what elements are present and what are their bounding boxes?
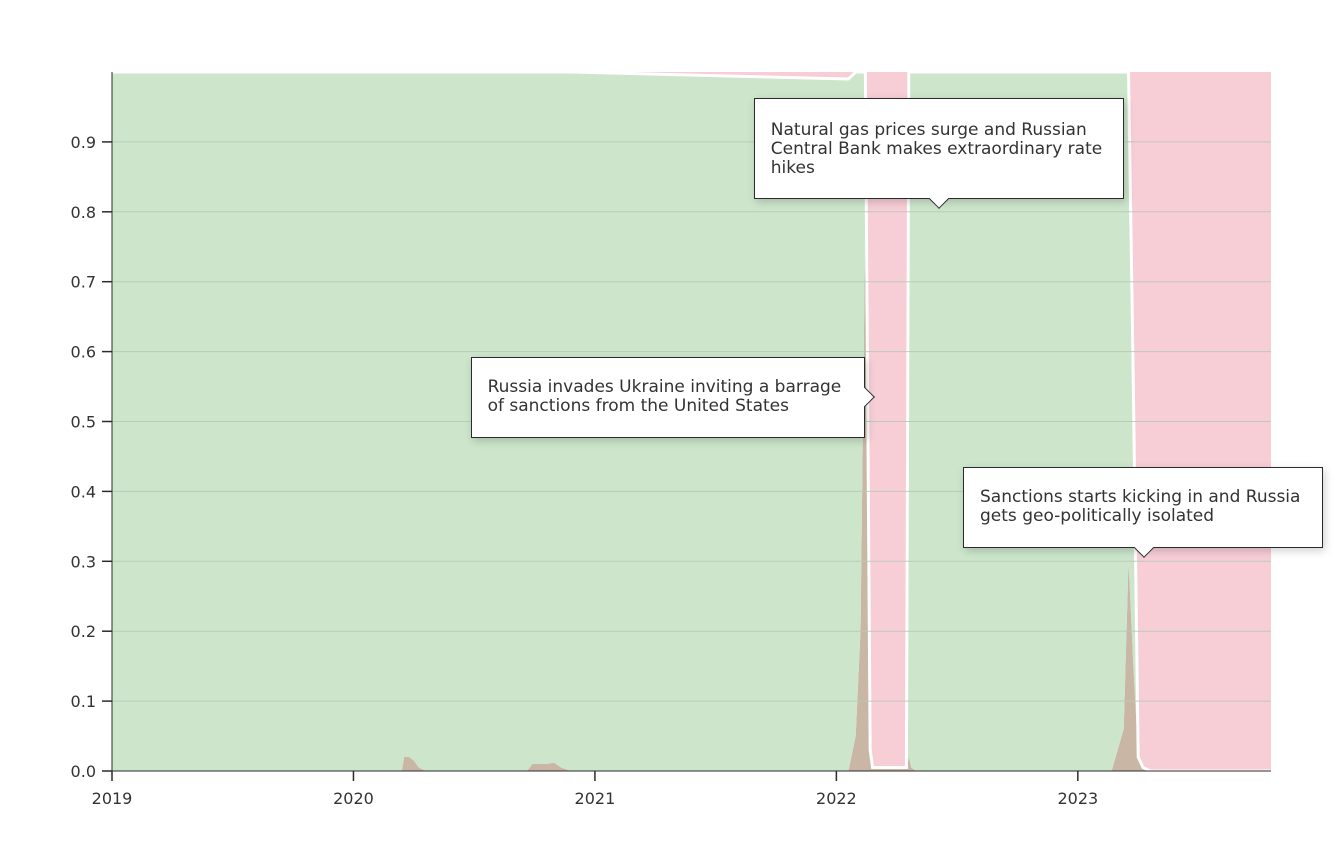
y-tick-label: 0.5	[71, 413, 96, 432]
x-tick-label: 2022	[816, 789, 857, 808]
x-tick-label: 2021	[575, 789, 616, 808]
y-tick-label: 0.6	[71, 343, 96, 362]
y-tick-label: 0.2	[71, 622, 96, 641]
series-boundary	[112, 70, 1271, 773]
y-tick-label: 0.8	[71, 203, 96, 222]
x-tick-label: 2023	[1057, 789, 1098, 808]
x-tick-label: 2019	[92, 789, 133, 808]
area-separators	[112, 70, 1271, 773]
y-tick-label: 0.1	[71, 692, 96, 711]
y-tick-label: 0.3	[71, 552, 96, 571]
y-tick-label: 0.7	[71, 273, 96, 292]
annotation-text: Natural gas prices surge and Russian Cen…	[770, 119, 1103, 178]
annotation-text: Russia invades Ukraine inviting a barrag…	[487, 376, 842, 416]
y-tick-label: 0.9	[71, 133, 96, 152]
y-tick-label: 0.0	[71, 762, 96, 781]
annotation-callout: Natural gas prices surge and Russian Cen…	[753, 97, 1124, 209]
annotation-callout: Russia invades Ukraine inviting a barrag…	[470, 356, 875, 438]
gridlines	[112, 141, 1271, 702]
annotation-text: Sanctions starts kicking in and Russia g…	[980, 487, 1301, 527]
x-tick-label: 2020	[333, 789, 374, 808]
annotation-callout: Sanctions starts kicking in and Russia g…	[963, 467, 1324, 559]
y-tick-label: 0.4	[71, 482, 96, 501]
